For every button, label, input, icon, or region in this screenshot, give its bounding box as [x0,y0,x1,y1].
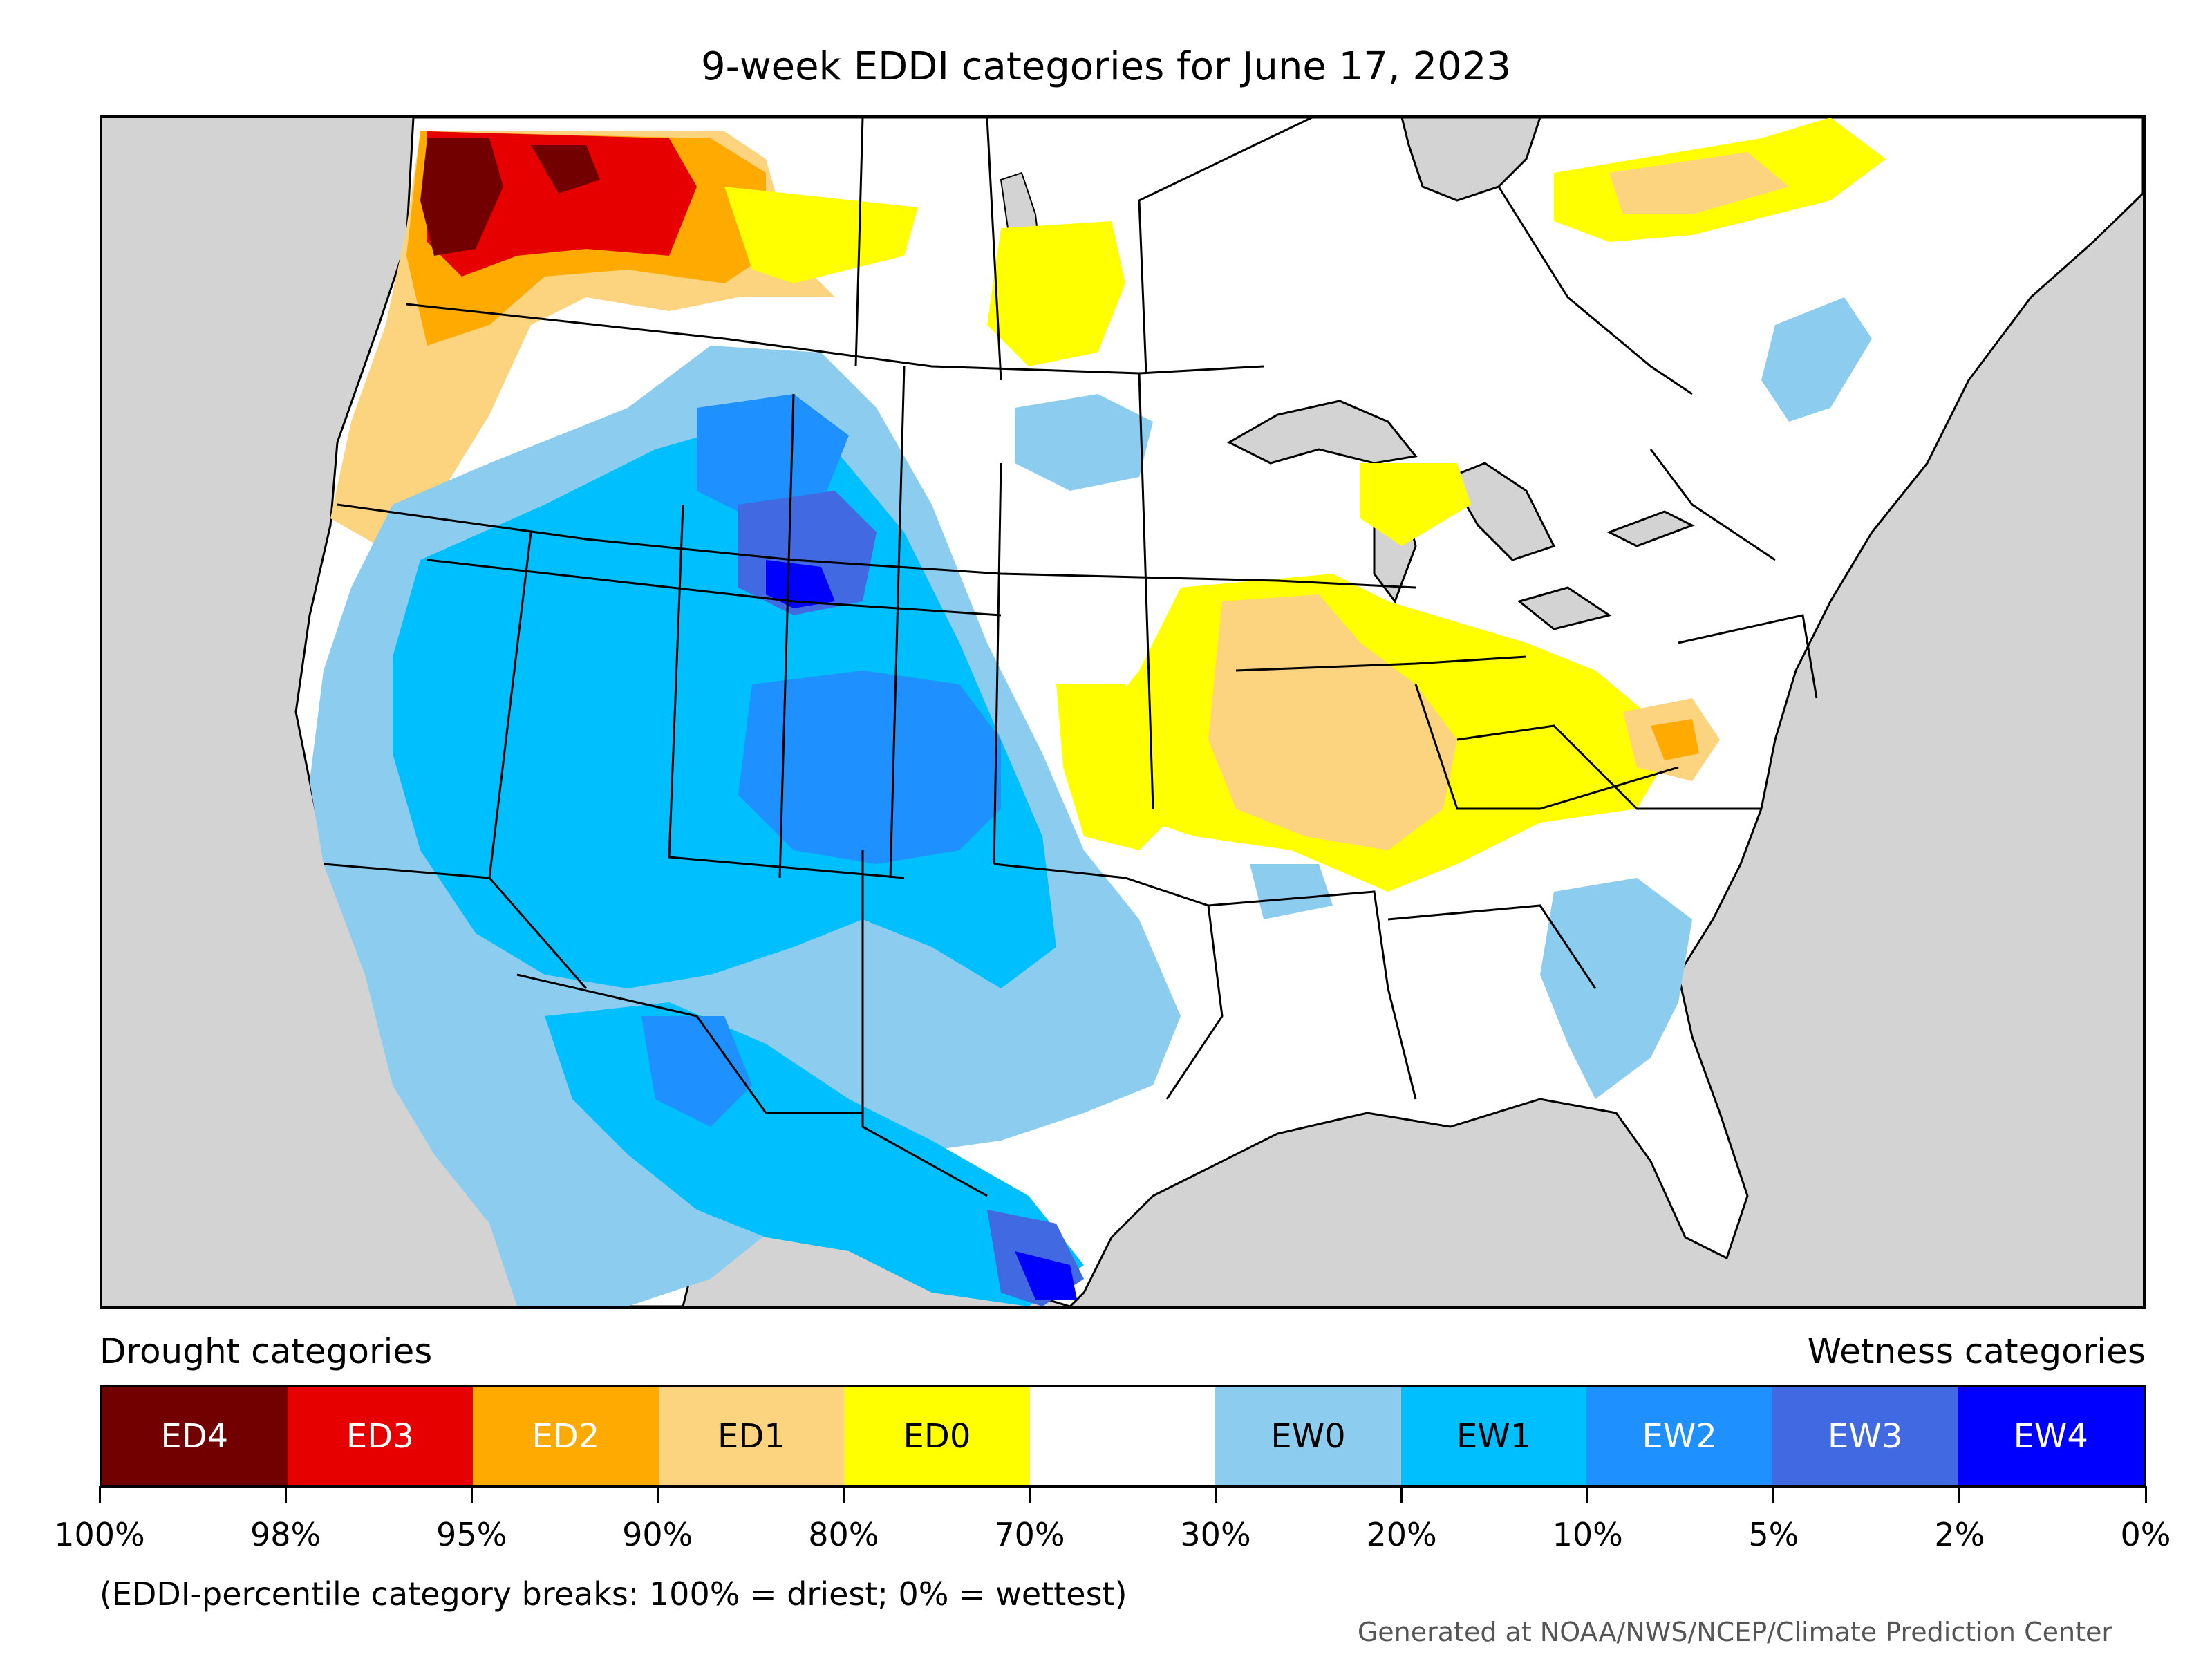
ed0-manitoba [987,221,1125,366]
colorbar-segment: EW2 [1586,1387,1772,1485]
colorbar-tick [656,1486,659,1503]
colorbar-tick-label: 95% [436,1516,507,1553]
ed0-canada-prairie [724,187,918,283]
colorbar-tick [1958,1486,1961,1503]
colorbar-tick [284,1486,287,1503]
colorbar-tick-label: 10% [1552,1516,1623,1553]
wetness-legend-heading: Wetness categories [1807,1331,2146,1371]
colorbar-ticks [98,1486,2147,1507]
political-boundaries [323,118,1818,1197]
ew0-plains [1015,394,1333,919]
colorbar-tick-label: 0% [2120,1516,2171,1553]
credit-text: Generated at NOAA/NWS/NCEP/Climate Predi… [1357,1617,2112,1647]
category-note: (EDDI-percentile category breaks: 100% =… [100,1575,1127,1613]
great-lakes [1226,400,1695,630]
colorbar-tick [1215,1486,1217,1503]
ew2-az [641,1016,752,1127]
colorbar-tick [1400,1486,1403,1503]
category-colorbar: ED4 ED3 ED2 ED1 ED0 EW0 EW1 EW2 EW3 EW4 [100,1385,2146,1488]
ed4-northwest [420,138,600,256]
colorbar-segment: ED3 [287,1387,474,1485]
colorbar-segment: EW1 [1400,1387,1587,1485]
ew0-southeast [1540,878,1692,1099]
colorbar-tick-label: 5% [1748,1516,1799,1553]
ew4-wyoming [766,560,835,608]
ew2-colorado [738,671,1001,864]
colorbar-tick-label: 98% [250,1516,321,1553]
ed0-kansas [1056,684,1181,850]
colorbar-tick [842,1486,845,1503]
ew0-northeast [1761,297,1872,422]
colorbar-tick [1772,1486,1775,1503]
ed2-virginia [1651,719,1699,760]
ed1-ontario [1609,152,1789,214]
colorbar-segment: EW3 [1772,1387,1958,1485]
colorbar-segment: EW0 [1215,1387,1401,1485]
colorbar-tick [2144,1486,2147,1503]
colorbar-tick-label: 80% [808,1516,879,1553]
map-canvas [294,118,2143,1306]
drought-legend-heading: Drought categories [100,1331,433,1371]
colorbar-segment: ED4 [102,1387,288,1485]
ew2-rockies [697,394,849,518]
map-title: 9-week EDDI categories for June 17, 2023 [701,44,1511,89]
colorbar-tick [1586,1486,1589,1503]
colorbar-tick-label: 100% [54,1516,145,1553]
colorbar-segment [1029,1387,1216,1485]
colorbar-tick-label: 90% [622,1516,693,1553]
colorbar-tick-label: 20% [1366,1516,1437,1553]
wetness-regions [310,297,1872,1306]
colorbar-tick [470,1486,473,1503]
colorbar-segment: ED0 [844,1387,1030,1485]
eddi-map [100,115,2146,1309]
colorbar-segment: ED2 [473,1387,659,1485]
colorbar-tick-label: 70% [994,1516,1065,1553]
colorbar-segment: EW4 [1958,1387,2144,1485]
hudson-bay [1400,118,1541,202]
ed0-great-lakes [1360,463,1471,546]
ew4-texas [1015,1251,1077,1300]
colorbar-tick-label: 30% [1180,1516,1251,1553]
ed1-midwest [1208,594,1457,850]
colorbar-tick-label: 2% [1934,1516,1985,1553]
drought-regions [330,118,1886,892]
colorbar-tick [98,1486,101,1503]
colorbar-tick [1028,1486,1031,1503]
colorbar-segment: ED1 [658,1387,845,1485]
